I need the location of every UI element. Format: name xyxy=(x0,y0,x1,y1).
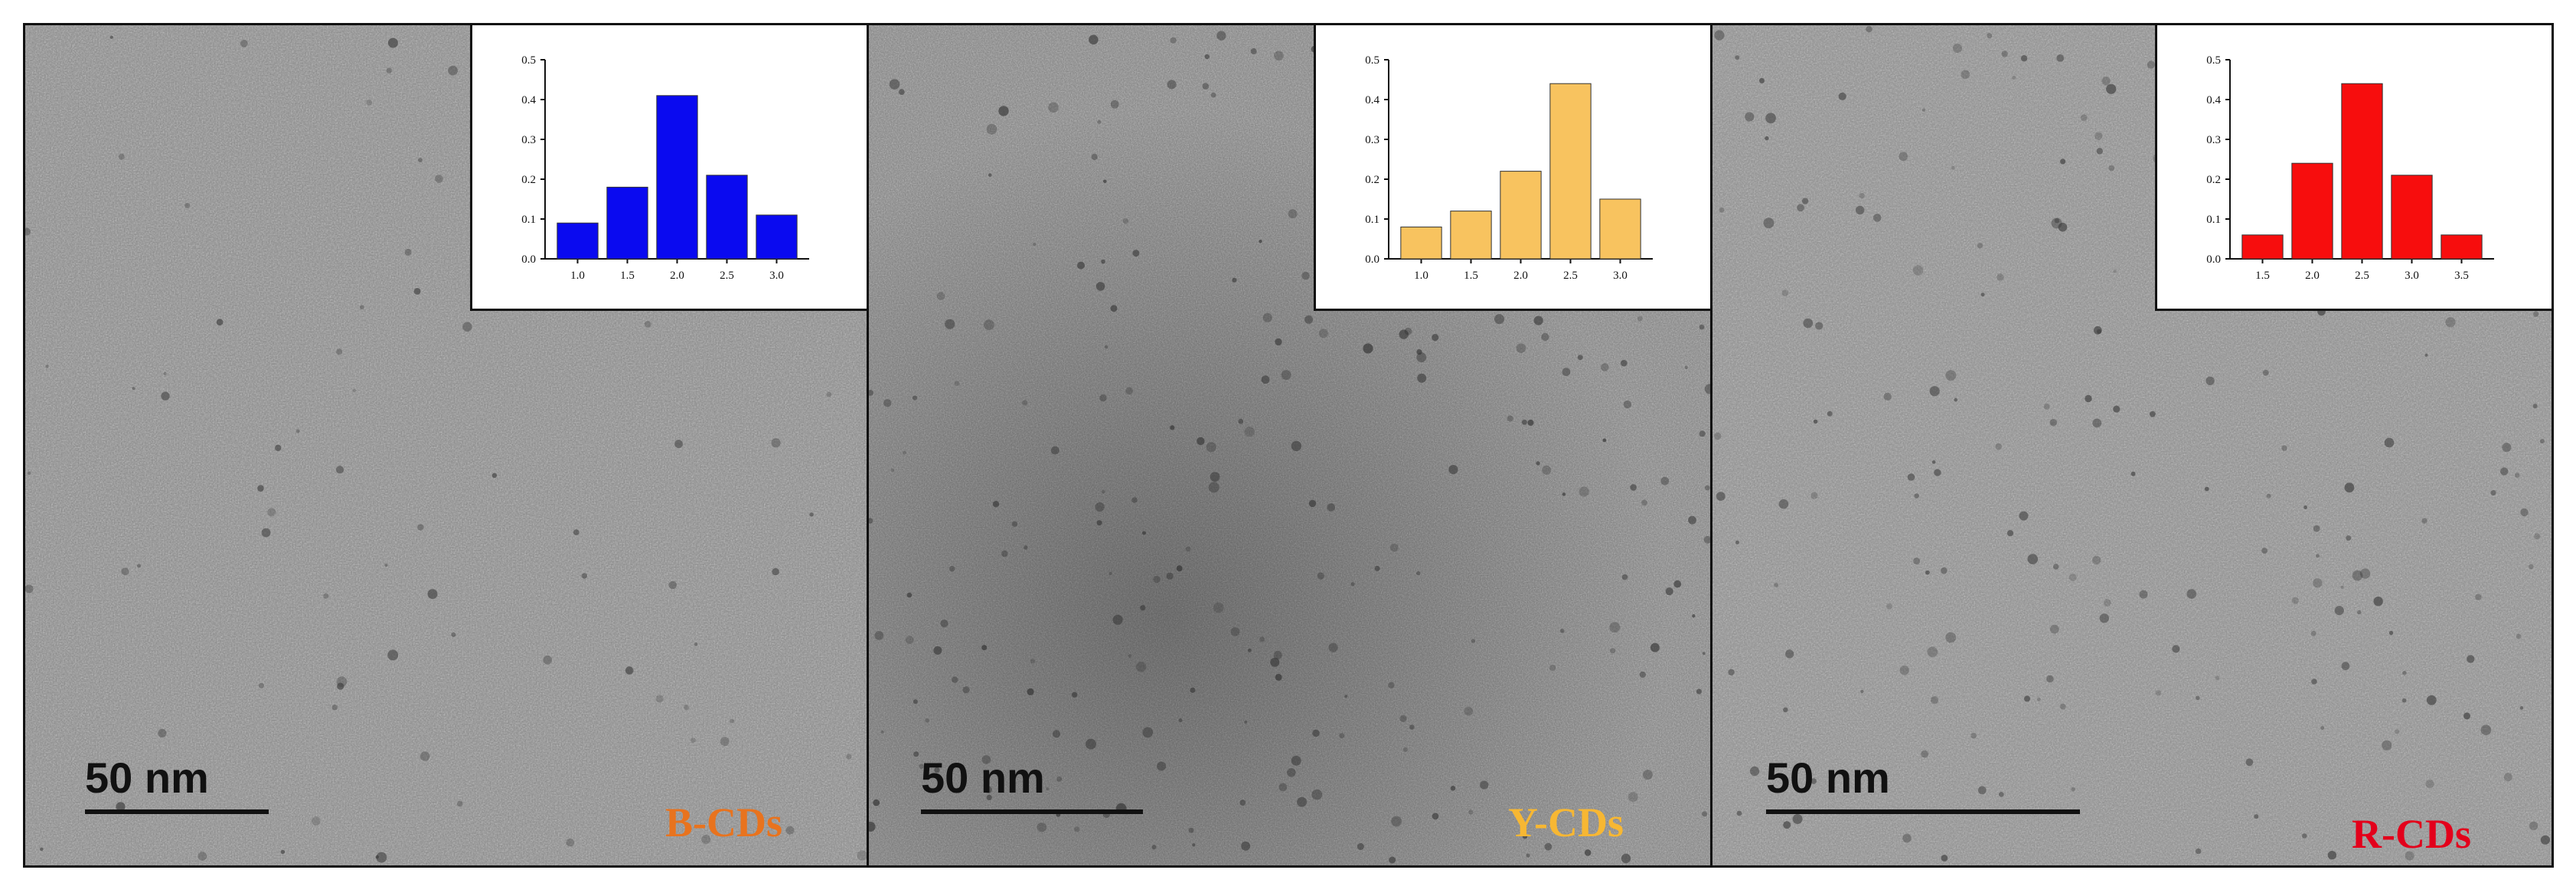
y-tick-label: 0.4 xyxy=(2206,94,2221,106)
histogram-bar xyxy=(1549,83,1592,260)
histogram-bar xyxy=(2241,234,2284,260)
x-tick-label: 1.5 xyxy=(1464,270,1478,282)
x-tick-label: 1.5 xyxy=(620,270,635,282)
sample-label: Y-CDs xyxy=(1508,800,1624,845)
size-distribution-inset: 0.0 0.1 0.2 0.3 0.4 0.5 1.0 1.5 2.0 2.5 3.0 xyxy=(1314,25,1710,311)
histogram-bar xyxy=(1599,198,1641,260)
size-distribution-chart: 0.0 0.1 0.2 0.3 0.4 0.5 1.5 2.0 2.5 3.0 3.5 xyxy=(2206,54,2494,282)
scale-bar-label: 50 nm xyxy=(85,754,209,802)
x-tick-label: 3.5 xyxy=(2454,270,2469,282)
y-tick-label: 0.2 xyxy=(2206,174,2221,186)
sample-label: B-CDs xyxy=(665,800,783,845)
x-tick-label: 2.5 xyxy=(1563,270,1578,282)
y-tick-label: 0.3 xyxy=(2206,134,2221,146)
x-tick-label: 3.0 xyxy=(1613,270,1628,282)
x-tick-label: 2.0 xyxy=(670,270,684,282)
histogram-bar xyxy=(1500,171,1542,260)
x-tick-label: 2.0 xyxy=(1513,270,1528,282)
x-tick-label: 1.0 xyxy=(1414,270,1428,282)
tem-panel-y-cds: 0.0 0.1 0.2 0.3 0.4 0.5 1.0 1.5 2.0 2.5 3.0 50 nm … xyxy=(867,25,1710,865)
scale-bar-label: 50 nm xyxy=(921,754,1045,802)
y-tick-label: 0.3 xyxy=(1365,134,1379,146)
histogram-bar xyxy=(1400,226,1442,260)
y-tick-label: 0.0 xyxy=(2206,253,2221,266)
size-distribution-chart: 0.0 0.1 0.2 0.3 0.4 0.5 1.0 1.5 2.0 2.5 3.0 xyxy=(521,54,809,282)
x-tick-label: 1.5 xyxy=(2255,270,2270,282)
y-tick-label: 0.0 xyxy=(1365,253,1379,266)
scale-bar xyxy=(85,809,269,814)
sample-label: R-CDs xyxy=(2352,811,2471,857)
y-tick-label: 0.4 xyxy=(1365,94,1379,106)
histogram-bar xyxy=(756,214,798,260)
tem-panel-r-cds: 0.0 0.1 0.2 0.3 0.4 0.5 1.5 2.0 2.5 3.0 3.5 50 nm … xyxy=(1710,25,2552,865)
scale-bar xyxy=(1766,809,2080,814)
histogram-bar xyxy=(2291,162,2333,260)
y-tick-label: 0.3 xyxy=(521,134,536,146)
y-tick-label: 0.1 xyxy=(2206,214,2221,226)
y-tick-label: 0.1 xyxy=(1365,214,1379,226)
size-distribution-inset: 0.0 0.1 0.2 0.3 0.4 0.5 1.0 1.5 2.0 2.5 3.0 xyxy=(470,25,867,311)
histogram-bar xyxy=(557,222,599,260)
histogram-bar xyxy=(2441,234,2483,260)
x-tick-label: 1.0 xyxy=(570,270,585,282)
x-tick-label: 3.0 xyxy=(2405,270,2419,282)
histogram-bar xyxy=(656,95,698,260)
size-distribution-chart: 0.0 0.1 0.2 0.3 0.4 0.5 1.0 1.5 2.0 2.5 3.0 xyxy=(1365,54,1653,282)
y-tick-label: 0.2 xyxy=(1365,174,1379,186)
y-tick-label: 0.5 xyxy=(521,54,536,67)
tem-panel-b-cds: 0.0 0.1 0.2 0.3 0.4 0.5 1.0 1.5 2.0 2.5 3.0 50 nm … xyxy=(25,25,867,865)
y-tick-label: 0.4 xyxy=(521,94,536,106)
tem-figure: 0.0 0.1 0.2 0.3 0.4 0.5 1.0 1.5 2.0 2.5 3.0 50 nm … xyxy=(23,23,2554,868)
y-tick-label: 0.0 xyxy=(521,253,536,266)
histogram-bar xyxy=(2341,83,2383,260)
y-tick-label: 0.5 xyxy=(1365,54,1379,67)
size-distribution-inset: 0.0 0.1 0.2 0.3 0.4 0.5 1.5 2.0 2.5 3.0 3.5 xyxy=(2155,25,2552,311)
scale-bar-label: 50 nm xyxy=(1766,754,1890,802)
y-tick-label: 0.1 xyxy=(521,214,536,226)
histogram-bar xyxy=(2391,175,2433,260)
histogram-bar xyxy=(1450,211,1492,260)
x-tick-label: 2.5 xyxy=(720,270,734,282)
histogram-bar xyxy=(606,186,648,260)
tem-micrograph xyxy=(1712,25,2552,865)
x-tick-label: 3.0 xyxy=(769,270,784,282)
scale-bar xyxy=(921,809,1143,814)
histogram-bar xyxy=(706,175,748,260)
y-tick-label: 0.5 xyxy=(2206,54,2221,67)
x-tick-label: 2.5 xyxy=(2355,270,2369,282)
y-tick-label: 0.2 xyxy=(521,174,536,186)
x-tick-label: 2.0 xyxy=(2305,270,2320,282)
